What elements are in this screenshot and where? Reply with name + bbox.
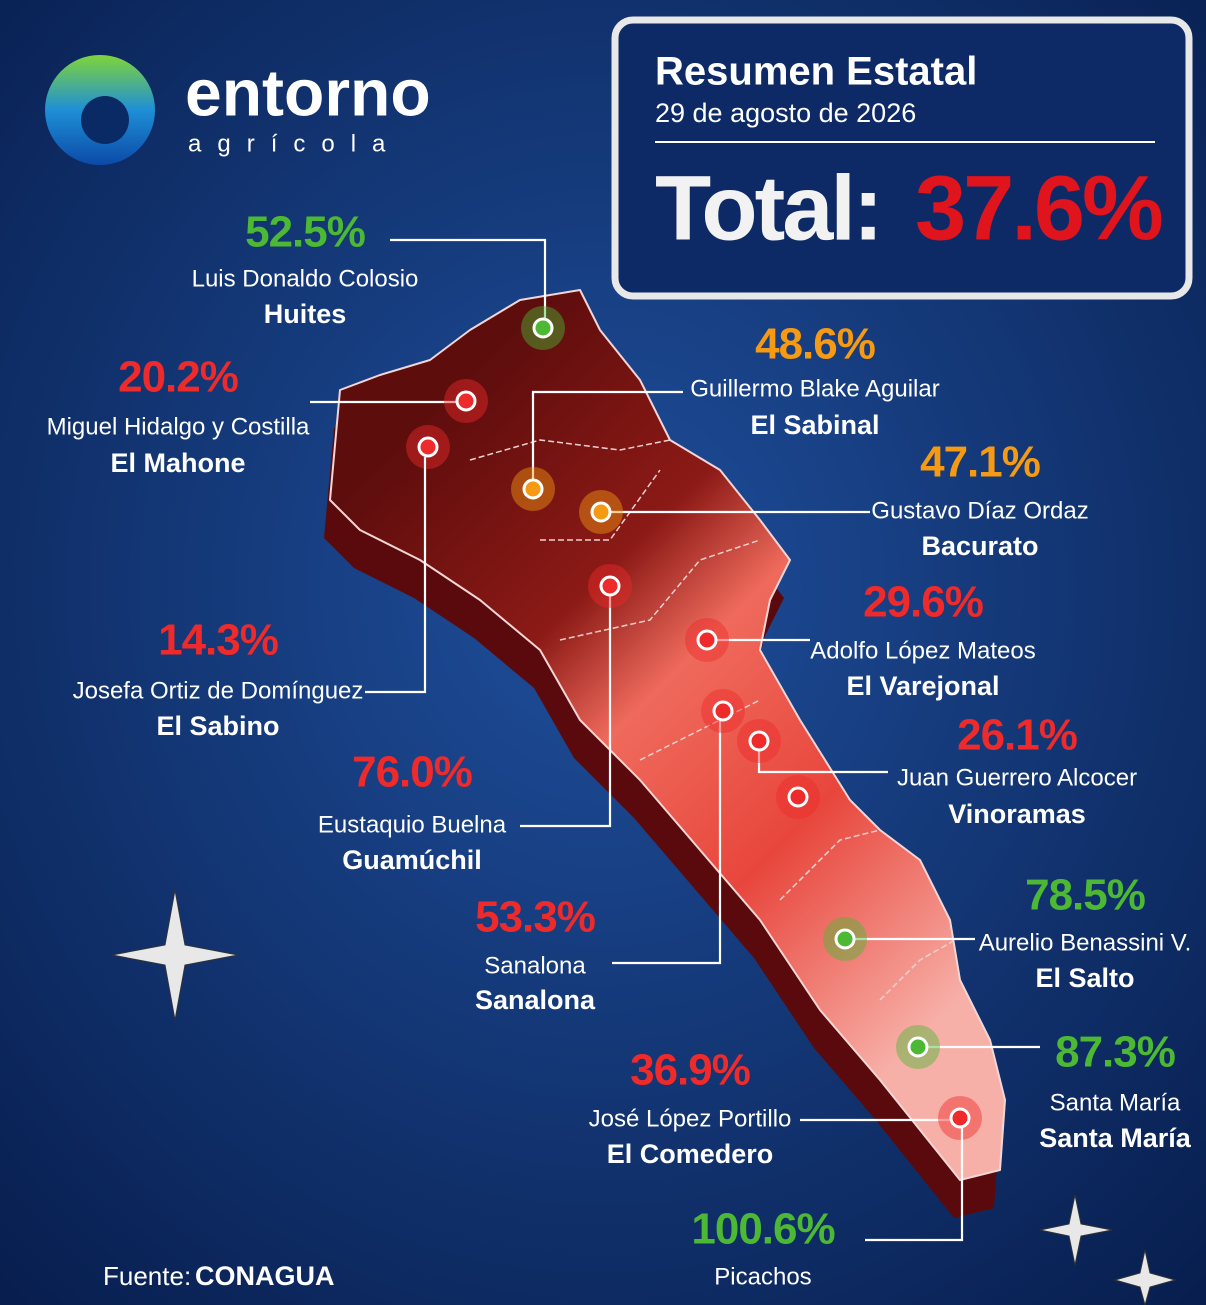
dam-name: Josefa Ortiz de Domínguez (73, 677, 364, 704)
dam-dot (590, 501, 612, 523)
dam: 76.0% Eustaquio Buelna Guamúchil (318, 564, 632, 875)
dam: 48.6% Guillermo Blake Aguilar El Sabinal (511, 320, 940, 511)
dam-short-name: El Sabinal (750, 410, 879, 440)
dam-dot (907, 1036, 929, 1058)
dam-percent: 36.9% (630, 1046, 750, 1095)
leader-line (612, 721, 722, 965)
dam-short-name: Sanalona (475, 985, 596, 1015)
source: CONAGUA (195, 1261, 335, 1291)
dam: 53.3% Sanalona Sanalona (475, 689, 745, 1015)
dam-name: Gustavo Díaz Ordaz (871, 497, 1088, 524)
total-value: 37.6% (915, 157, 1162, 259)
summary-frame (611, 16, 1193, 300)
dam-dot (417, 436, 439, 458)
dam: 78.5% Aurelio Benassini V. El Salto (823, 871, 1192, 993)
dam-short-name: El Mahone (110, 448, 245, 478)
leader-line (757, 751, 888, 774)
dam-name: Guillermo Blake Aguilar (690, 375, 939, 402)
dam-percent: 20.2% (118, 353, 238, 402)
dam-percent: 26.1% (957, 711, 1077, 760)
dam-name: Juan Guerrero Alcocer (897, 764, 1137, 791)
logo-mark-hole (81, 96, 129, 144)
dam-percent: 100.6% (691, 1205, 834, 1254)
leader-line (365, 457, 427, 694)
dam-percent: 47.1% (920, 438, 1040, 487)
dam-dot (532, 317, 554, 339)
dam-dot (787, 786, 809, 808)
brand-sub: agrícola (188, 130, 401, 157)
summary-date: 29 de agosto de 2026 (655, 98, 916, 128)
dam-dot (712, 700, 734, 722)
dam-percent: 14.3% (158, 616, 278, 665)
dam-name: Miguel Hidalgo y Costilla (47, 413, 310, 440)
dam: 26.1% Juan Guerrero Alcocer Vinoramas (737, 711, 1137, 829)
dam-name: Picachos (714, 1263, 811, 1290)
dam: 87.3% Santa María Santa María (896, 1025, 1192, 1153)
dam-name: Eustaquio Buelna (318, 811, 507, 838)
dam-percent: 53.3% (475, 893, 595, 942)
dam: 52.5% Luis Donaldo Colosio Huites (192, 208, 565, 350)
dam-short-name: Santa María (1039, 1123, 1192, 1153)
dam-name: Sanalona (484, 952, 586, 979)
dam-dot (834, 928, 856, 950)
dams: 52.5% Luis Donaldo Colosio Huites 20.2% Migu… (47, 208, 1192, 1291)
map-land (329, 289, 1006, 1181)
dam-name: Aurelio Benassini V. (979, 929, 1192, 956)
dam-dot (696, 629, 718, 651)
dam-percent: 76.0% (352, 748, 472, 797)
leader-line (520, 596, 612, 828)
dam-short-name: El Salto (1035, 963, 1134, 993)
dam-name: Luis Donaldo Colosio (192, 265, 419, 292)
dam-short-name: El Varejonal (846, 671, 999, 701)
dam-dot (455, 390, 477, 412)
total-label: Total: (655, 157, 881, 259)
dam: 14.3% Josefa Ortiz de Domínguez El Sabino (73, 457, 427, 741)
dam-percent: 52.5% (245, 208, 365, 257)
map (324, 289, 1006, 1218)
brand: entorno (185, 55, 431, 129)
dam-percent: 29.6% (863, 578, 983, 627)
dam-short-name: Bacurato (921, 531, 1038, 561)
dam-name: Adolfo López Mateos (810, 637, 1035, 664)
dam-dot (748, 730, 770, 752)
dam-short-name: Vinoramas (948, 799, 1086, 829)
summary-title: Resumen Estatal (655, 50, 977, 94)
source-label: Fuente: (103, 1261, 191, 1291)
dam-short-name: Guamúchil (342, 845, 482, 875)
leader-line (390, 238, 547, 318)
dam: 20.2% Miguel Hidalgo y Costilla El Mahone (47, 353, 488, 478)
dam-short-name: El Sabino (156, 711, 279, 741)
dam-short-name: Huites (264, 299, 347, 329)
dam-name: José López Portillo (589, 1105, 792, 1132)
dam-name: Santa María (1050, 1089, 1181, 1116)
dam-dot (949, 1107, 971, 1129)
leader-line (531, 390, 683, 479)
leader-line (865, 1128, 964, 1242)
dam-dot (599, 575, 621, 597)
dam-percent: 87.3% (1055, 1028, 1175, 1077)
summary-box: Resumen Estatal 29 de agosto de 2026 Tot… (611, 16, 1193, 300)
dam-percent: 78.5% (1025, 871, 1145, 920)
logo: entorno agrícola (45, 55, 431, 165)
dam-short-name: El Comedero (607, 1139, 774, 1169)
dam: 100.6% Picachos (691, 1128, 964, 1290)
dam: 47.1% Gustavo Díaz Ordaz Bacurato (579, 438, 1089, 561)
dam-dot (522, 478, 544, 500)
compass-decor (111, 889, 1177, 1305)
dam: 36.9% José López Portillo El Comedero (589, 1046, 982, 1169)
municipal-borders (469, 439, 956, 1001)
dam-percent: 48.6% (755, 320, 875, 369)
dam: 29.6% Adolfo López Mateos El Varejonal (685, 578, 1036, 701)
